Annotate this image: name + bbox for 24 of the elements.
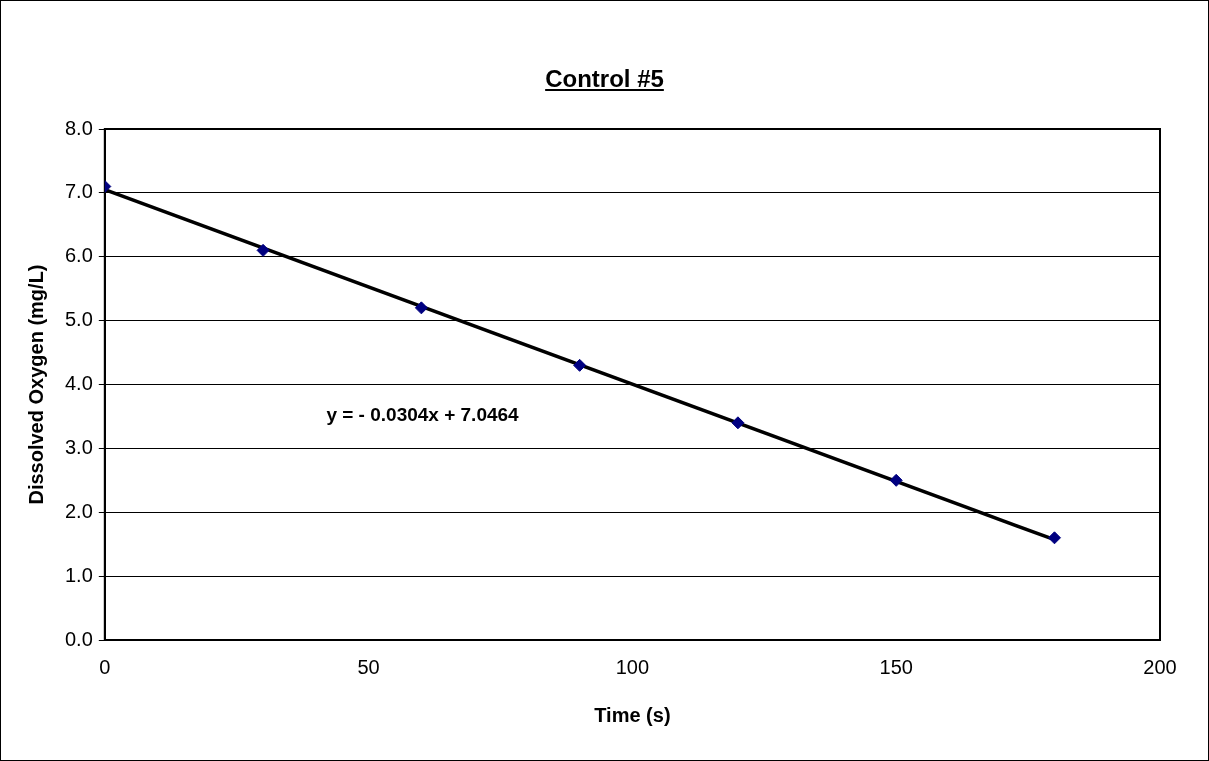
point bbox=[1047, 531, 1061, 545]
x-axis-title: Time (s) bbox=[594, 703, 671, 726]
x-tick-label: 50 bbox=[357, 655, 380, 678]
x-tick-label: 150 bbox=[879, 655, 913, 678]
annotation: y = - 0.0304x + 7.0464 bbox=[326, 404, 520, 426]
y-tick-label: 0.0 bbox=[64, 627, 93, 650]
point bbox=[256, 243, 270, 257]
x-tick-label: 100 bbox=[615, 655, 650, 678]
x-tick-label: 0 bbox=[99, 655, 111, 678]
point bbox=[731, 416, 745, 430]
y-tick-label: 1.0 bbox=[64, 563, 93, 586]
y-tick-label: 4.0 bbox=[64, 372, 93, 395]
y-axis-title: Dissolved Oxygen (mg/L) bbox=[24, 264, 47, 505]
y-tick-label: 5.0 bbox=[64, 308, 93, 331]
y-tick-label: 6.0 bbox=[64, 244, 93, 267]
point bbox=[889, 473, 903, 487]
chart-title: Control #5 bbox=[545, 65, 664, 92]
y-tick-label: 2.0 bbox=[64, 499, 93, 522]
y-tick-label: 7.0 bbox=[64, 180, 93, 203]
point bbox=[573, 358, 587, 372]
x-tick-label: 200 bbox=[1143, 655, 1177, 678]
y-tick-label: 3.0 bbox=[64, 435, 93, 458]
point bbox=[414, 301, 428, 315]
y-tick-label: 8.0 bbox=[64, 116, 93, 139]
